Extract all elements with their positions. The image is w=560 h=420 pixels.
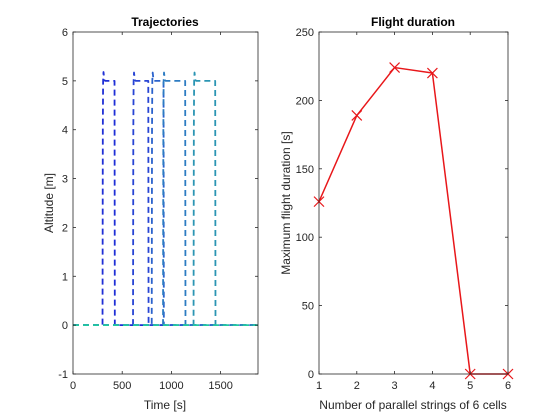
trajectories-series-line-3 [73, 71, 258, 327]
flight-duration-ytick-label: 150 [296, 164, 314, 176]
trajectories-ytick-label: 2 [62, 222, 68, 234]
flight-duration-ticks: 1 2 3 4 5 6 0 50 100 150 200 250 [296, 27, 511, 392]
flight-duration-ylabel: Maximum flight duration [s] [279, 131, 293, 274]
trajectories-frame [72, 31, 259, 375]
flight-duration-data-point [351, 110, 363, 121]
flight-duration-xtick-label: 3 [392, 380, 398, 392]
trajectories-series-line-4 [73, 71, 258, 327]
trajectories-series-group [73, 71, 258, 327]
flight-duration-series-group [313, 62, 514, 380]
flight-duration-title: Flight duration [371, 15, 455, 29]
trajectories-xlabel: Time [s] [144, 398, 186, 412]
trajectories-ytick-label: 3 [62, 174, 68, 186]
trajectories-xtick-label: 1000 [159, 380, 183, 392]
trajectories-xtick-label: 500 [113, 380, 131, 392]
trajectories-ytick-label: 0 [62, 320, 68, 332]
trajectories-xtick-label: 1500 [208, 380, 232, 392]
trajectories-title: Trajectories [131, 15, 199, 29]
flight-duration-data-point [389, 62, 401, 73]
trajectories-ylabel: Altitude [m] [42, 173, 56, 233]
trajectories-series-line-1 [73, 71, 258, 327]
flight-duration-ytick-label: 100 [296, 232, 314, 244]
flight-duration-data-point [426, 67, 438, 79]
trajectories-series-line-2 [73, 71, 258, 327]
trajectories-ytick-label: 5 [62, 76, 68, 88]
trajectories-series-line-5 [73, 71, 258, 327]
flight-duration-axes: Flight duration 1 2 3 4 5 6 0 50 100 150 200 250 Nu… [279, 15, 514, 412]
flight-duration-ytick-label: 0 [308, 369, 314, 381]
flight-duration-frame [318, 31, 509, 375]
trajectories-ytick-label: 1 [62, 271, 68, 283]
flight-duration-xtick-label: 1 [316, 380, 322, 392]
flight-duration-ytick-label: 50 [302, 301, 314, 313]
trajectories-ytick-label: 6 [62, 27, 68, 39]
flight-duration-ytick-label: 250 [296, 27, 314, 39]
trajectories-ytick-label: 4 [62, 125, 68, 137]
flight-duration-series-line-1 [318, 66, 508, 375]
trajectories-xtick-label: 0 [70, 380, 76, 392]
flight-duration-xlabel: Number of parallel strings of 6 cells [319, 398, 506, 412]
flight-duration-xtick-label: 2 [354, 380, 360, 392]
flight-duration-ytick-label: 200 [296, 95, 314, 107]
flight-duration-xtick-label: 5 [467, 380, 473, 392]
trajectories-ytick-label: -1 [58, 369, 68, 381]
flight-duration-xtick-label: 6 [505, 380, 511, 392]
flight-duration-xtick-label: 4 [429, 380, 435, 392]
